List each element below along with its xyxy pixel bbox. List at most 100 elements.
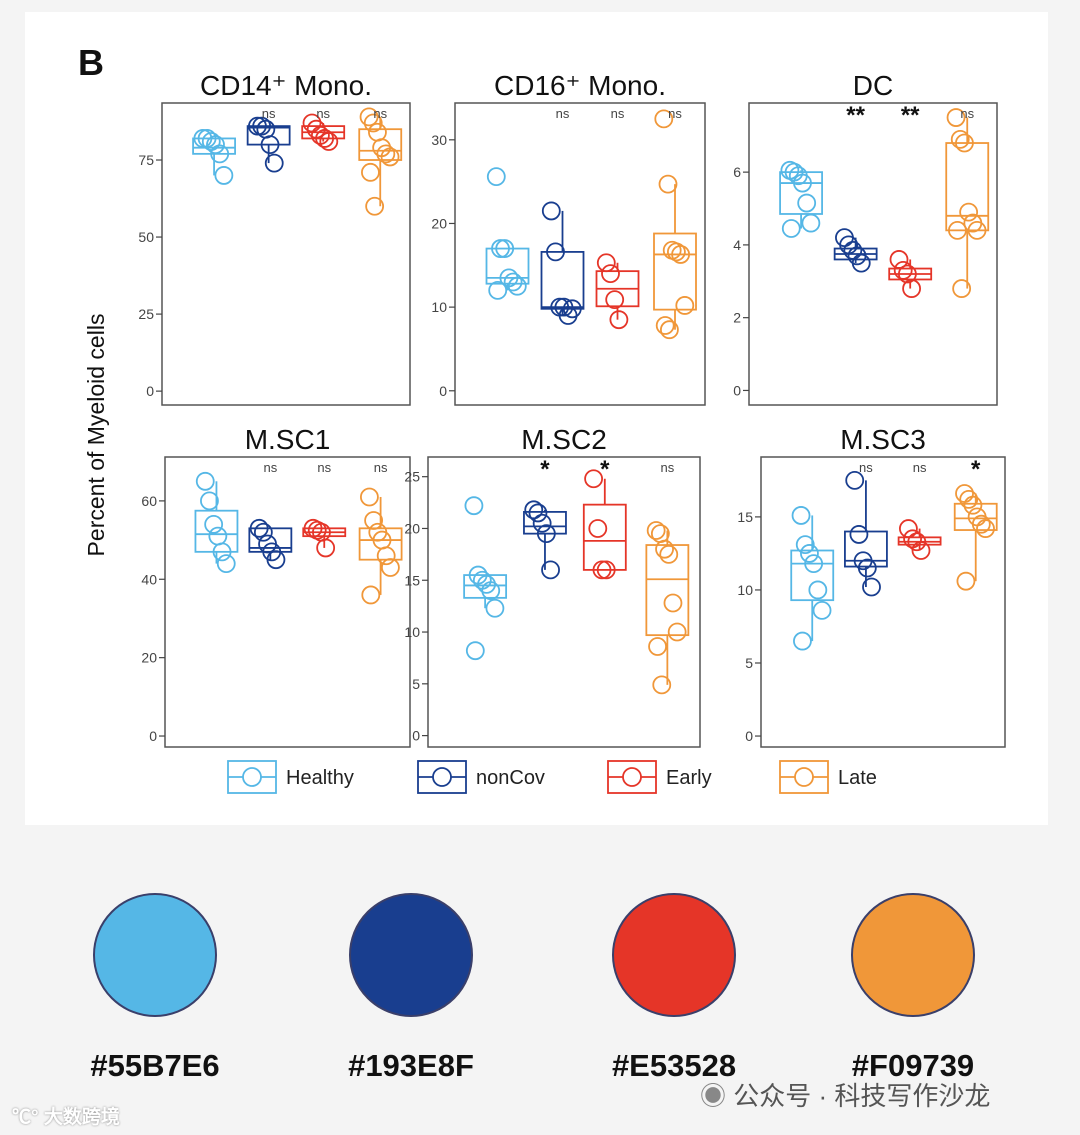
box-iqr	[779, 171, 823, 215]
data-point	[601, 264, 620, 284]
data-point	[315, 129, 335, 148]
color-swatch	[612, 893, 736, 1017]
data-point	[793, 173, 812, 193]
data-point	[485, 598, 505, 618]
data-point	[376, 144, 396, 164]
logo-icon: ℃°	[12, 1107, 39, 1128]
box-late	[358, 487, 403, 605]
y-tick-label: 25	[404, 469, 420, 485]
data-point	[893, 260, 913, 280]
box-late	[945, 108, 990, 298]
box-healthy	[463, 496, 508, 661]
y-tick-label: 6	[733, 164, 741, 180]
y-tick-label: 20	[431, 215, 447, 231]
data-point	[955, 484, 974, 503]
data-point	[380, 558, 400, 577]
box-healthy	[485, 167, 530, 300]
data-point	[266, 550, 286, 570]
panel-5: M.SC3 0 5 10 15 ns ns *	[737, 424, 1006, 748]
box-noncov	[844, 470, 888, 597]
data-point	[946, 108, 966, 127]
y-tick-label: 60	[141, 493, 157, 509]
data-point	[481, 581, 501, 601]
y-tick-label: 75	[138, 152, 154, 168]
y-tick-label: 25	[138, 306, 154, 322]
data-point	[380, 147, 400, 167]
box-early	[301, 113, 346, 151]
data-point	[655, 539, 674, 559]
significance-label: ns	[373, 106, 387, 121]
data-point	[596, 560, 616, 580]
data-point	[592, 560, 612, 580]
data-point	[801, 213, 821, 233]
data-point	[667, 242, 686, 262]
data-point	[851, 253, 871, 273]
box-healthy	[192, 129, 236, 185]
data-point	[376, 546, 396, 566]
data-point	[948, 220, 967, 240]
data-point	[911, 541, 931, 560]
panel-title: DC	[853, 70, 893, 101]
data-point	[193, 129, 213, 148]
box-iqr	[540, 251, 585, 310]
data-point	[955, 133, 974, 153]
data-point	[528, 503, 548, 523]
box-iqr	[194, 509, 239, 553]
box-noncov	[833, 228, 878, 273]
legend-label: Early	[666, 767, 712, 789]
color-swatch	[349, 893, 473, 1017]
data-point	[857, 558, 877, 578]
significance-label: ns	[262, 106, 276, 121]
y-tick-label: 0	[745, 728, 753, 744]
data-point	[365, 196, 385, 216]
box-iqr	[523, 510, 567, 535]
significance-label: **	[846, 102, 865, 129]
data-point	[253, 522, 273, 542]
significance-label: ns	[960, 106, 974, 121]
data-point	[588, 519, 608, 538]
data-point	[206, 135, 225, 155]
data-point	[361, 162, 380, 182]
box-late	[953, 484, 998, 591]
watermark-text: 公众号 · 科技写作沙龙	[733, 1081, 991, 1111]
data-point	[902, 279, 921, 298]
panel-frame	[748, 102, 998, 406]
data-point	[477, 574, 496, 594]
data-point	[216, 554, 236, 573]
box-noncov	[246, 116, 291, 173]
data-point	[889, 250, 909, 269]
box-iqr	[582, 503, 627, 571]
legend-label: Healthy	[286, 767, 354, 789]
data-point	[195, 471, 215, 491]
data-point	[464, 496, 484, 516]
y-tick-label: 10	[737, 582, 753, 598]
data-point	[659, 544, 679, 564]
data-point	[952, 279, 972, 298]
panel-title: M.SC1	[245, 424, 331, 455]
legend-item-healthy: Healthy	[227, 760, 354, 794]
y-tick-label: 5	[412, 676, 420, 692]
panel-title: M.SC2	[521, 424, 607, 455]
data-point	[316, 538, 336, 558]
data-point	[976, 519, 995, 538]
significance-label: *	[971, 456, 981, 483]
data-point	[562, 299, 582, 319]
box-noncov	[248, 518, 293, 570]
data-point	[503, 272, 523, 292]
data-point	[781, 219, 801, 238]
box-iqr	[790, 549, 835, 602]
panel-1: CD16⁺ Mono. 0 10 20 30 ns ns ns	[431, 70, 706, 406]
box-late	[653, 109, 697, 340]
legend-item-noncov: nonCov	[417, 760, 545, 794]
box-healthy	[194, 471, 239, 573]
data-point	[609, 310, 629, 330]
data-point	[359, 107, 379, 127]
data-point	[507, 276, 527, 296]
data-point	[364, 511, 384, 530]
box-healthy	[790, 506, 835, 651]
data-point	[596, 253, 616, 273]
y-tick-label: 40	[141, 571, 157, 587]
y-tick-label: 20	[141, 650, 157, 666]
y-tick-label: 0	[146, 383, 154, 399]
y-tick-label: 0	[439, 383, 447, 399]
